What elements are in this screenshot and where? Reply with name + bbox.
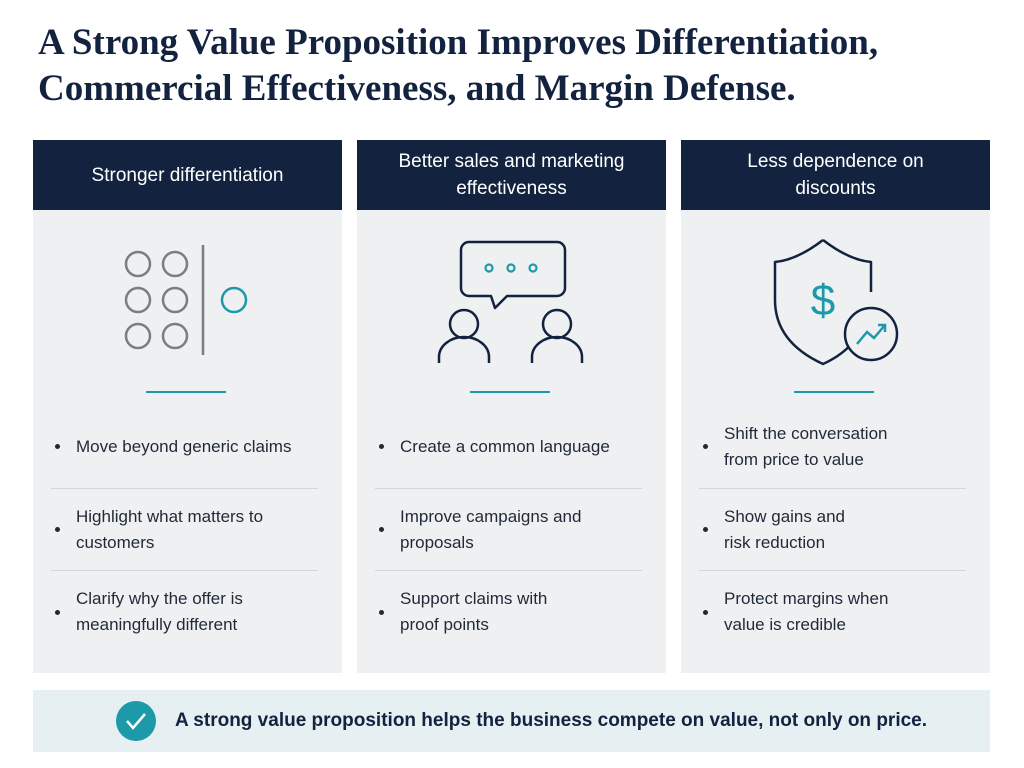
summary-text: A strong value proposition helps the bus… xyxy=(175,710,928,731)
differentiation-icon xyxy=(124,245,248,355)
bullet: Support claims with proof points xyxy=(375,571,642,653)
page-title: A Strong Value Proposition Improves Diff… xyxy=(38,22,879,109)
bullet: Show gains and risk reduction xyxy=(699,489,966,572)
conversation-icon xyxy=(437,240,584,363)
bullet-text: Create a common language xyxy=(400,436,610,456)
bullet-text: Improve campaigns and proposals xyxy=(400,506,582,552)
bullet-list: Move beyond generic claims Highlight wha… xyxy=(51,406,318,653)
bullet: Clarify why the offer is meaningfully di… xyxy=(51,571,318,653)
bullet-list: Create a common language Improve campaig… xyxy=(375,406,642,653)
bullet-text: Show gains and risk reduction xyxy=(724,506,845,552)
bullet: Move beyond generic claims xyxy=(51,406,318,489)
bullet-text: Move beyond generic claims xyxy=(76,436,292,456)
column-heading: Stronger differentiation xyxy=(33,140,342,210)
bullet-text: Highlight what matters to customers xyxy=(76,506,264,552)
summary-banner: A strong value proposition helps the bus… xyxy=(33,690,990,752)
check-icon xyxy=(116,701,156,741)
bullet-text: Clarify why the offer is meaningfully di… xyxy=(76,589,243,635)
column: Less dependence on discounts $ Shift the… xyxy=(681,140,990,673)
column-heading: Better sales and marketing effectiveness xyxy=(357,140,666,210)
bullet: Create a common language xyxy=(375,406,642,489)
bullet: Improve campaigns and proposals xyxy=(375,489,642,572)
accent-rule xyxy=(470,391,550,393)
svg-text:$: $ xyxy=(811,276,835,325)
column: Better sales and marketing effectiveness… xyxy=(357,140,666,673)
bullet: Highlight what matters to customers xyxy=(51,489,318,572)
bullet-text: Shift the conversation from price to val… xyxy=(724,423,888,469)
column: Stronger differentiation Move beyond gen… xyxy=(33,140,342,673)
bullet: Protect margins when value is credible xyxy=(699,571,966,653)
shield-icon: $ xyxy=(773,239,899,366)
accent-rule xyxy=(794,391,874,393)
bullet-list: Shift the conversation from price to val… xyxy=(699,406,966,653)
bullet-text: Protect margins when value is credible xyxy=(724,589,889,635)
accent-rule xyxy=(146,391,226,393)
bullet: Shift the conversation from price to val… xyxy=(699,406,966,489)
bullet-text: Support claims with proof points xyxy=(400,589,548,635)
column-heading: Less dependence on discounts xyxy=(681,140,990,210)
